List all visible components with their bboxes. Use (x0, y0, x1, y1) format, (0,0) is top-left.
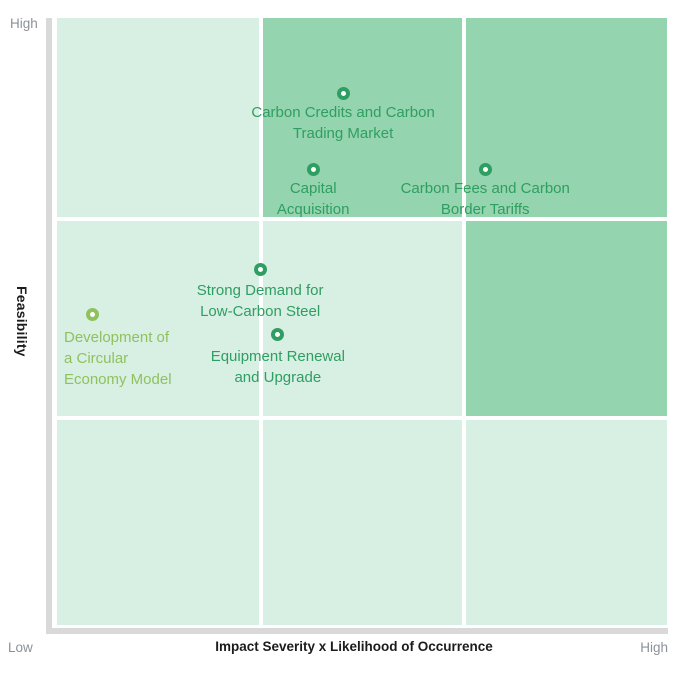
x-axis-line (46, 628, 668, 634)
data-point-marker (336, 87, 350, 101)
data-point-marker (478, 162, 492, 176)
data-point-label-line: Development of (63, 328, 170, 346)
data-point-label: Carbon Credits and Carbon Trading Market (251, 102, 434, 144)
matrix-cell-r1c3 (466, 18, 667, 217)
matrix-cell-r3c3 (466, 420, 667, 625)
matrix-cell-r3c2 (263, 420, 462, 625)
y-axis-line (46, 18, 52, 634)
axis-origin-label: Low (8, 640, 33, 655)
matrix-cell-r2c3 (466, 221, 667, 416)
data-point-label-line: Carbon Fees and Carbon (400, 180, 570, 198)
data-point-label-line: and Upgrade (234, 369, 322, 387)
data-point-marker (86, 308, 100, 322)
x-axis-max-label: High (640, 640, 668, 655)
data-point-label-line: Capital (289, 179, 337, 197)
x-axis-title: Impact Severity x Likelihood of Occurren… (215, 639, 493, 654)
data-point-marker (306, 163, 320, 177)
data-point-label-line: Economy Model (63, 370, 172, 388)
data-point-label-line: Acquisition (276, 200, 350, 218)
y-axis-title: Feasibility (14, 286, 30, 357)
data-point-label: Development of a Circular Economy Model (64, 327, 172, 390)
data-point-label-line: Low-Carbon Steel (200, 303, 321, 321)
data-point-label-line: Strong Demand for (196, 282, 324, 300)
data-point-label-line: a Circular (63, 349, 129, 367)
data-point-label: Carbon Fees and Carbon Border Tariffs (401, 178, 570, 220)
data-point-label: Strong Demand for Low-Carbon Steel (197, 280, 324, 322)
data-point-label-line: Border Tariffs (440, 201, 530, 219)
matrix-cell-r1c2 (263, 18, 462, 217)
data-point-label: Capital Acquisition (277, 178, 350, 220)
data-point-label: Equipment Renewal and Upgrade (211, 346, 345, 388)
matrix-cell-r3c1 (57, 420, 259, 625)
data-point-label-line: Equipment Renewal (210, 348, 345, 366)
plot-area: Carbon Credits and Carbon Trading Market C… (57, 18, 667, 625)
data-point-marker (253, 262, 267, 276)
matrix-cell-r2c2 (263, 221, 462, 416)
data-point-marker (271, 327, 285, 341)
y-axis-max-label: High (10, 16, 38, 31)
data-point-label-line: Trading Market (292, 124, 394, 142)
matrix-cell-r1c1 (57, 18, 259, 217)
data-point-label-line: Carbon Credits and Carbon (251, 103, 435, 121)
